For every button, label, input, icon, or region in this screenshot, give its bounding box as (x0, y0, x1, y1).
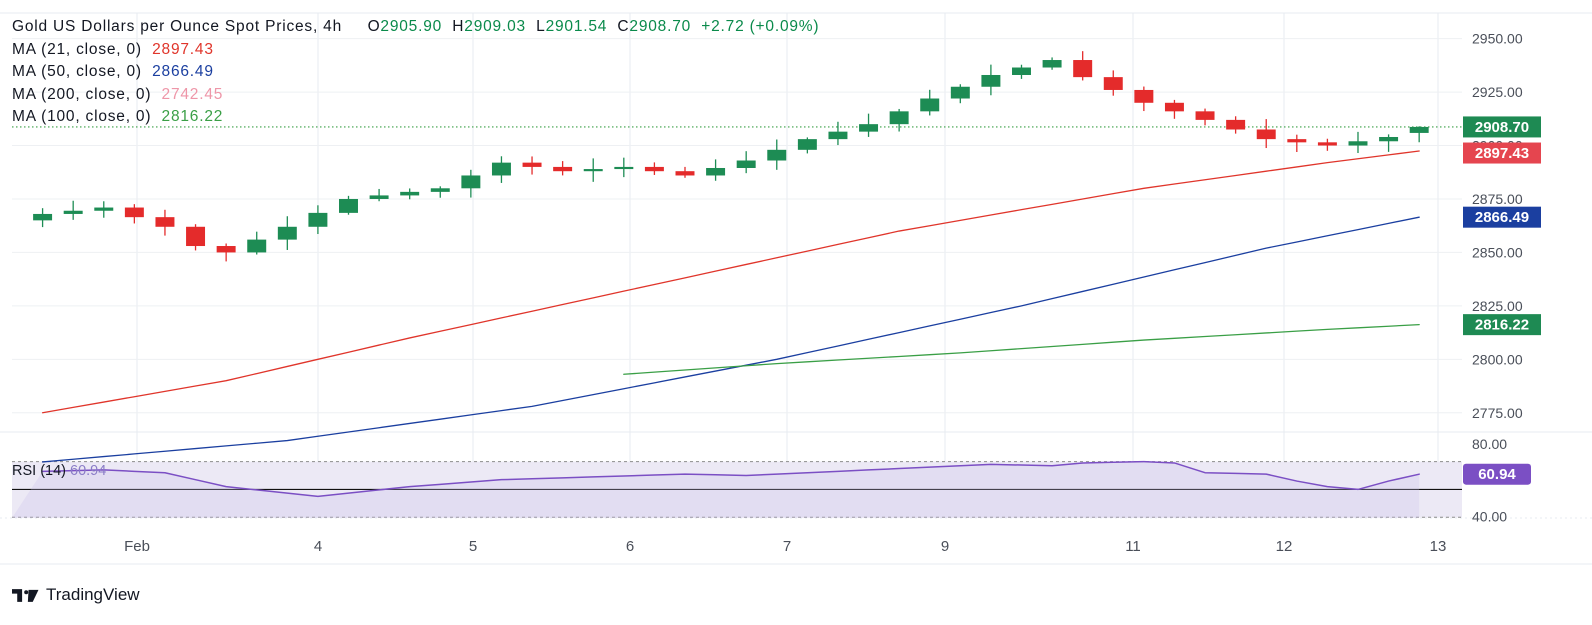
svg-text:2866.49: 2866.49 (1475, 209, 1529, 226)
svg-text:80.00: 80.00 (1472, 436, 1507, 452)
svg-text:Feb: Feb (124, 538, 150, 555)
svg-text:60.94: 60.94 (1478, 466, 1516, 483)
svg-text:2816.22: 2816.22 (1475, 317, 1529, 334)
svg-text:12: 12 (1276, 538, 1293, 555)
svg-text:2875.00: 2875.00 (1472, 191, 1523, 207)
svg-text:40.00: 40.00 (1472, 508, 1507, 524)
svg-text:2850.00: 2850.00 (1472, 244, 1523, 260)
svg-text:2925.00: 2925.00 (1472, 84, 1523, 100)
svg-text:2800.00: 2800.00 (1472, 351, 1523, 367)
svg-text:4: 4 (314, 538, 322, 555)
svg-text:6: 6 (626, 538, 634, 555)
svg-text:11: 11 (1125, 538, 1141, 555)
svg-text:2950.00: 2950.00 (1472, 31, 1523, 47)
svg-text:5: 5 (469, 538, 477, 555)
svg-text:9: 9 (941, 538, 949, 555)
svg-text:13: 13 (1430, 538, 1447, 555)
svg-text:2775.00: 2775.00 (1472, 405, 1523, 421)
svg-text:7: 7 (783, 538, 791, 555)
svg-text:2825.00: 2825.00 (1472, 298, 1523, 314)
svg-text:2897.43: 2897.43 (1475, 145, 1529, 162)
svg-text:2908.70: 2908.70 (1475, 119, 1529, 136)
